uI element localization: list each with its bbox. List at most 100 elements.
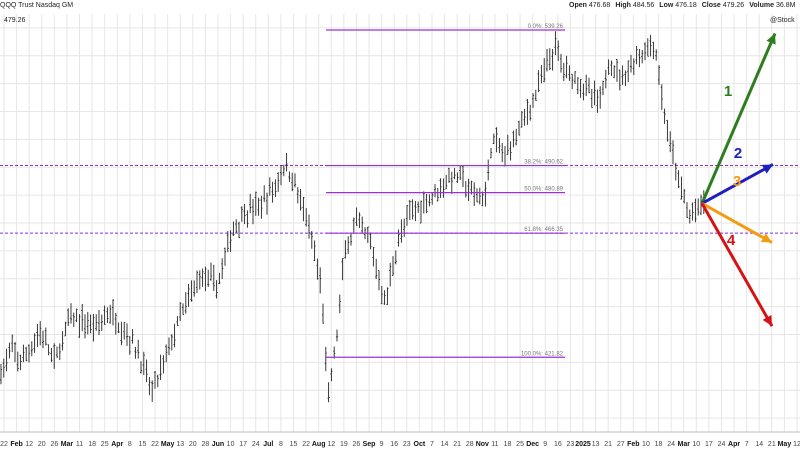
x-tick-label: 24: [252, 441, 260, 448]
x-tick-label: 23: [567, 441, 575, 448]
ohlc-bar: [495, 127, 498, 153]
x-tick-label: Apr: [728, 441, 740, 448]
ohlc-bar: [22, 344, 25, 363]
ohlc-bar: [321, 303, 325, 324]
ohlc-bar: [453, 167, 456, 180]
ohlc-bar: [643, 42, 647, 61]
ohlc-bar: [58, 343, 61, 361]
ohlc-bar: [377, 270, 381, 291]
x-tick-label: 28: [466, 441, 474, 448]
fib-level: 38.2%: 490.62: [326, 160, 565, 167]
x-tick-label: 13: [592, 441, 600, 448]
ohlc-bar: [624, 70, 627, 87]
ohlc-bar: [153, 371, 157, 389]
ohlc-bar: [86, 311, 89, 335]
x-tick-label: Nov: [476, 441, 489, 448]
fib-label: 100.0%: 421.82: [521, 351, 564, 357]
scenario-label: 1: [724, 83, 732, 100]
ohlc-bar: [663, 108, 666, 124]
x-tick-label: 25: [101, 441, 109, 448]
ohlc-bar: [526, 99, 529, 125]
ohlc-bar: [358, 212, 361, 229]
ohlc-bar: [481, 191, 484, 207]
x-tick-label: 20: [189, 441, 197, 448]
ohlc-bar: [271, 181, 274, 203]
ohlc-bar: [428, 194, 431, 207]
ohlc-bar: [97, 310, 101, 336]
ohlc-bar: [204, 266, 207, 292]
ohlc-bar: [627, 60, 630, 82]
x-tick-label: 20: [38, 441, 46, 448]
ohlc-bar: [621, 65, 624, 85]
x-tick-label: 11: [76, 441, 83, 448]
x-tick-label: May: [161, 441, 175, 448]
ohlc-bar: [95, 314, 98, 331]
ohlc-bar: [254, 191, 257, 216]
scenario-2-arrow: 2: [701, 145, 774, 205]
x-axis: 22 Feb 12 20 26 Mar 11 18 25 Apr 8 15 22 May 13 20 28 Jun…: [0, 431, 800, 448]
x-tick-label: 10: [227, 441, 235, 448]
ohlc-bar: [509, 141, 512, 161]
ohlc-bar: [691, 202, 694, 221]
ohlc-bar: [641, 49, 644, 64]
ohlc-bar: [671, 140, 675, 165]
x-tick-label: 8: [279, 441, 283, 448]
arrow-head: [762, 314, 772, 327]
x-tick-label: 22: [302, 441, 310, 448]
ohlc-bar: [607, 59, 610, 75]
ohlc-bar: [128, 336, 131, 355]
ohlc-bar: [565, 55, 568, 79]
ohlc-bar: [151, 380, 154, 402]
ohlc-bar: [405, 205, 409, 226]
ohlc-bar: [89, 314, 92, 334]
ohlc-bar: [229, 230, 232, 252]
ohlc-bar: [545, 48, 549, 72]
ohlc-bar: [557, 40, 560, 61]
ohlc-bar: [145, 359, 148, 383]
ohlc-bar: [167, 337, 171, 356]
ohlc-bar: [501, 143, 504, 163]
ohlc-bar: [433, 184, 437, 198]
ohlc-bar: [618, 69, 621, 91]
ohlc-bar: [313, 240, 316, 262]
ohlc-bar: [44, 327, 47, 346]
ohlc-bar: [198, 270, 201, 290]
ohlc-bar: [369, 232, 372, 250]
ohlc-bar: [246, 210, 249, 228]
x-tick-label: 11: [491, 441, 498, 448]
ohlc-bar: [5, 348, 8, 372]
ohlc-bar: [27, 344, 31, 363]
ohlc-bar: [285, 152, 288, 172]
ohlc-bar: [190, 280, 193, 302]
scenario-1-arrow: 1: [700, 32, 777, 205]
x-tick-label: 18: [504, 441, 512, 448]
ohlc-bar: [576, 77, 579, 95]
ohlc-bar: [487, 159, 490, 181]
ohlc-bar: [587, 77, 591, 94]
ohlc-bar: [503, 146, 507, 167]
ohlc-bar: [237, 221, 241, 239]
ohlc-bar: [240, 206, 243, 222]
ohlc-bar: [78, 314, 81, 338]
ohlc-bar: [193, 280, 196, 297]
ohlc-bar: [590, 88, 593, 108]
ohlc-bar: [445, 174, 448, 190]
ohlc-bar: [64, 321, 67, 337]
x-tick-label: 16: [554, 441, 562, 448]
ohlc-bar: [16, 351, 19, 372]
x-tick-label: 15: [290, 441, 298, 448]
ohlc-bar: [106, 307, 109, 323]
arrow-head: [760, 233, 772, 243]
fib-label: 50.0%: 480.89: [524, 187, 563, 193]
ohlc-bar: [484, 181, 487, 207]
fib-label: 38.2%: 490.62: [524, 160, 563, 166]
ohlc-bar: [268, 177, 271, 196]
ohlc-bar: [235, 219, 238, 233]
ohlc-bar: [615, 58, 619, 82]
ohlc-bar: [685, 202, 689, 219]
ohlc-bar: [100, 314, 103, 332]
ohlc-bar: [111, 299, 115, 326]
x-tick-label: Jul: [263, 441, 273, 448]
ohlc-bar: [50, 347, 53, 363]
